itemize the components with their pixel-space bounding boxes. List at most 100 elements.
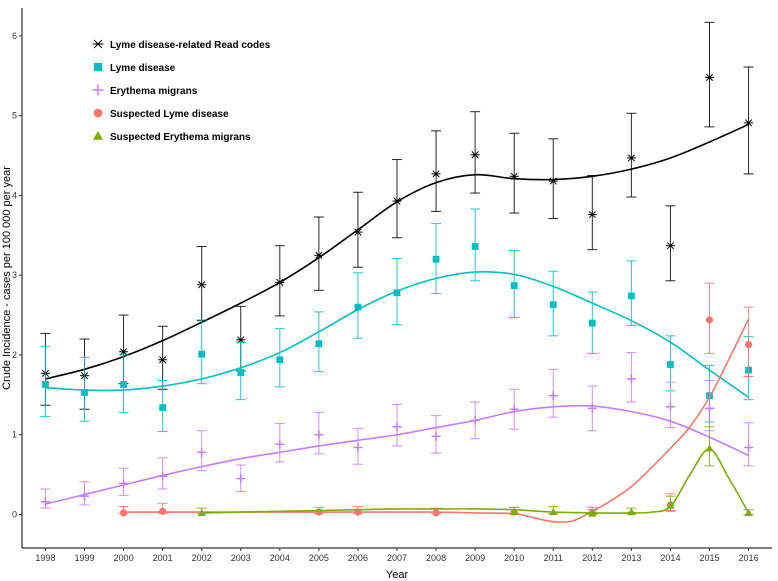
x-tick-label: 2012 xyxy=(582,553,602,563)
data-point xyxy=(40,497,50,507)
data-point xyxy=(705,403,714,413)
y-tick-label: 3 xyxy=(12,270,17,280)
data-point xyxy=(744,442,754,452)
data-point xyxy=(197,508,206,516)
legend-label: Lyme disease-related Read codes xyxy=(110,40,271,51)
x-tick-label: 2006 xyxy=(348,553,368,563)
y-tick-label: 6 xyxy=(12,31,17,41)
y-axis-title: Crude Incidence - cases per 100 000 per … xyxy=(1,166,13,390)
data-point xyxy=(509,404,519,414)
data-point xyxy=(81,389,88,396)
legend-label: Erythema migrans xyxy=(110,86,198,97)
error-bar xyxy=(626,112,637,198)
error-bar xyxy=(665,205,676,282)
y-tick-label: 4 xyxy=(12,190,17,200)
axes: 0 1 2 3 4 5 6 1998 1999 2000 2001 2002 2003 2004 2005 2… xyxy=(12,8,772,563)
data-point xyxy=(198,350,206,358)
trend-line xyxy=(45,123,749,380)
error-bar xyxy=(743,66,754,175)
data-point xyxy=(510,508,519,516)
data-point xyxy=(587,403,597,413)
data-point xyxy=(354,303,362,311)
data-point xyxy=(80,491,89,501)
legend-item: Erythema migrans xyxy=(92,84,198,97)
x-tick-label: 2005 xyxy=(309,553,329,563)
data-point xyxy=(588,319,596,327)
data-point xyxy=(275,439,285,449)
data-point xyxy=(315,340,323,348)
legend-marker xyxy=(93,108,103,118)
data-point xyxy=(431,170,441,178)
legend: Lyme disease-related Read codes Lyme dise… xyxy=(92,39,271,143)
error-bar xyxy=(509,132,520,214)
data-point xyxy=(393,289,401,297)
data-point xyxy=(197,447,207,457)
legend-label: Suspected Erythema migrans xyxy=(110,132,251,143)
data-point xyxy=(158,356,168,364)
x-tick-label: 2015 xyxy=(699,553,719,563)
data-point xyxy=(432,255,440,263)
data-point xyxy=(548,391,558,401)
data-point xyxy=(197,281,207,289)
data-point xyxy=(314,430,324,440)
data-point xyxy=(549,301,557,309)
x-tick-label: 2003 xyxy=(231,553,251,563)
data-point xyxy=(314,251,324,259)
data-point xyxy=(665,242,675,250)
data-point xyxy=(353,228,363,236)
error-bar xyxy=(431,130,442,212)
series-4 xyxy=(196,426,754,517)
data-point xyxy=(626,374,636,384)
x-tick-label: 2004 xyxy=(270,553,290,563)
x-tick-label: 1998 xyxy=(35,553,55,563)
legend-item: Suspected Lyme disease xyxy=(93,108,229,120)
data-point xyxy=(549,508,558,516)
legend-marker xyxy=(93,62,103,72)
legend-label: Suspected Lyme disease xyxy=(110,109,229,120)
x-tick-label: 2007 xyxy=(387,553,407,563)
data-point xyxy=(119,509,128,517)
data-point xyxy=(509,172,519,180)
data-point xyxy=(471,243,479,250)
series-1 xyxy=(40,208,754,433)
data-point xyxy=(588,509,597,517)
data-point xyxy=(587,210,597,219)
data-point xyxy=(548,177,558,185)
x-tick-label: 2008 xyxy=(426,553,446,563)
data-point xyxy=(705,316,714,324)
y-tick-label: 0 xyxy=(12,509,17,519)
series-layer xyxy=(40,21,754,523)
data-point xyxy=(392,197,402,205)
y-tick-label: 5 xyxy=(12,111,17,121)
legend-item: Lyme disease-related Read codes xyxy=(92,39,271,51)
data-point xyxy=(431,431,441,441)
x-tick-label: 2001 xyxy=(153,553,173,563)
data-point xyxy=(392,422,402,432)
data-point xyxy=(666,501,675,509)
x-tick-label: 2011 xyxy=(544,553,563,563)
y-tick-label: 1 xyxy=(12,430,17,440)
data-point xyxy=(120,381,127,388)
data-point xyxy=(705,73,714,81)
error-bar xyxy=(313,216,324,291)
data-point xyxy=(470,415,480,425)
data-point xyxy=(665,402,675,412)
legend-item: Lyme disease xyxy=(93,62,176,74)
x-tick-label: 2002 xyxy=(192,553,212,563)
data-point xyxy=(315,508,323,516)
data-point xyxy=(275,278,285,286)
x-tick-label: 2009 xyxy=(465,553,485,563)
trend-line xyxy=(201,448,750,514)
data-point xyxy=(470,151,480,159)
data-point xyxy=(432,509,440,517)
x-tick-label: 2000 xyxy=(114,553,134,563)
data-point xyxy=(276,356,284,364)
data-point xyxy=(744,508,753,516)
x-tick-label: 2010 xyxy=(504,553,524,563)
error-bar xyxy=(392,159,402,239)
data-point xyxy=(744,119,754,127)
data-point xyxy=(119,478,129,488)
data-point xyxy=(628,292,635,300)
data-point xyxy=(119,348,129,356)
error-bar xyxy=(274,245,285,317)
